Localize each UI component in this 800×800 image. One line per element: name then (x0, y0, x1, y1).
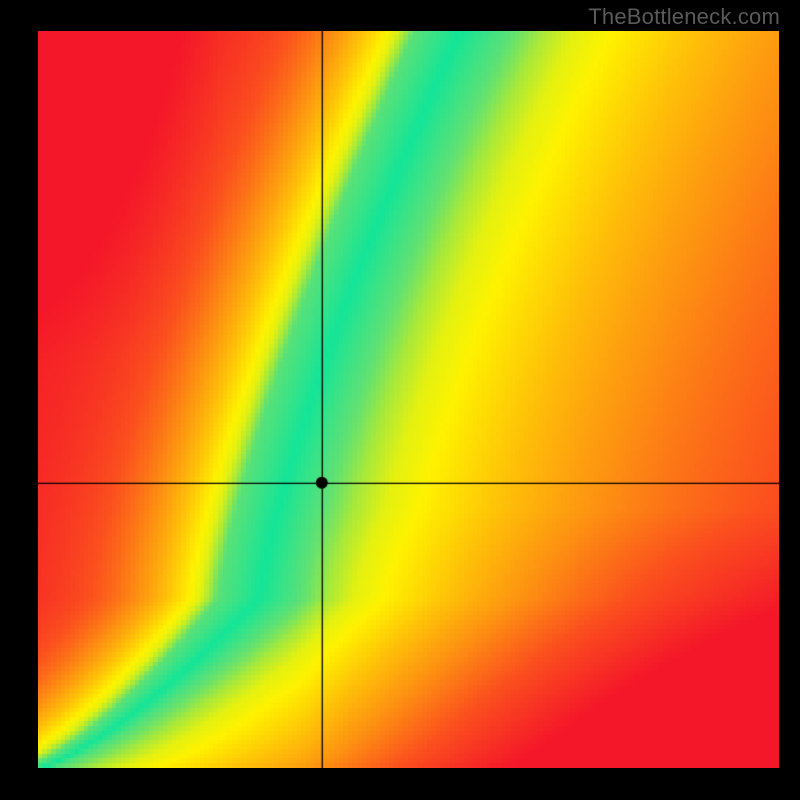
crosshair-overlay (38, 31, 779, 768)
watermark-text: TheBottleneck.com (588, 4, 780, 30)
